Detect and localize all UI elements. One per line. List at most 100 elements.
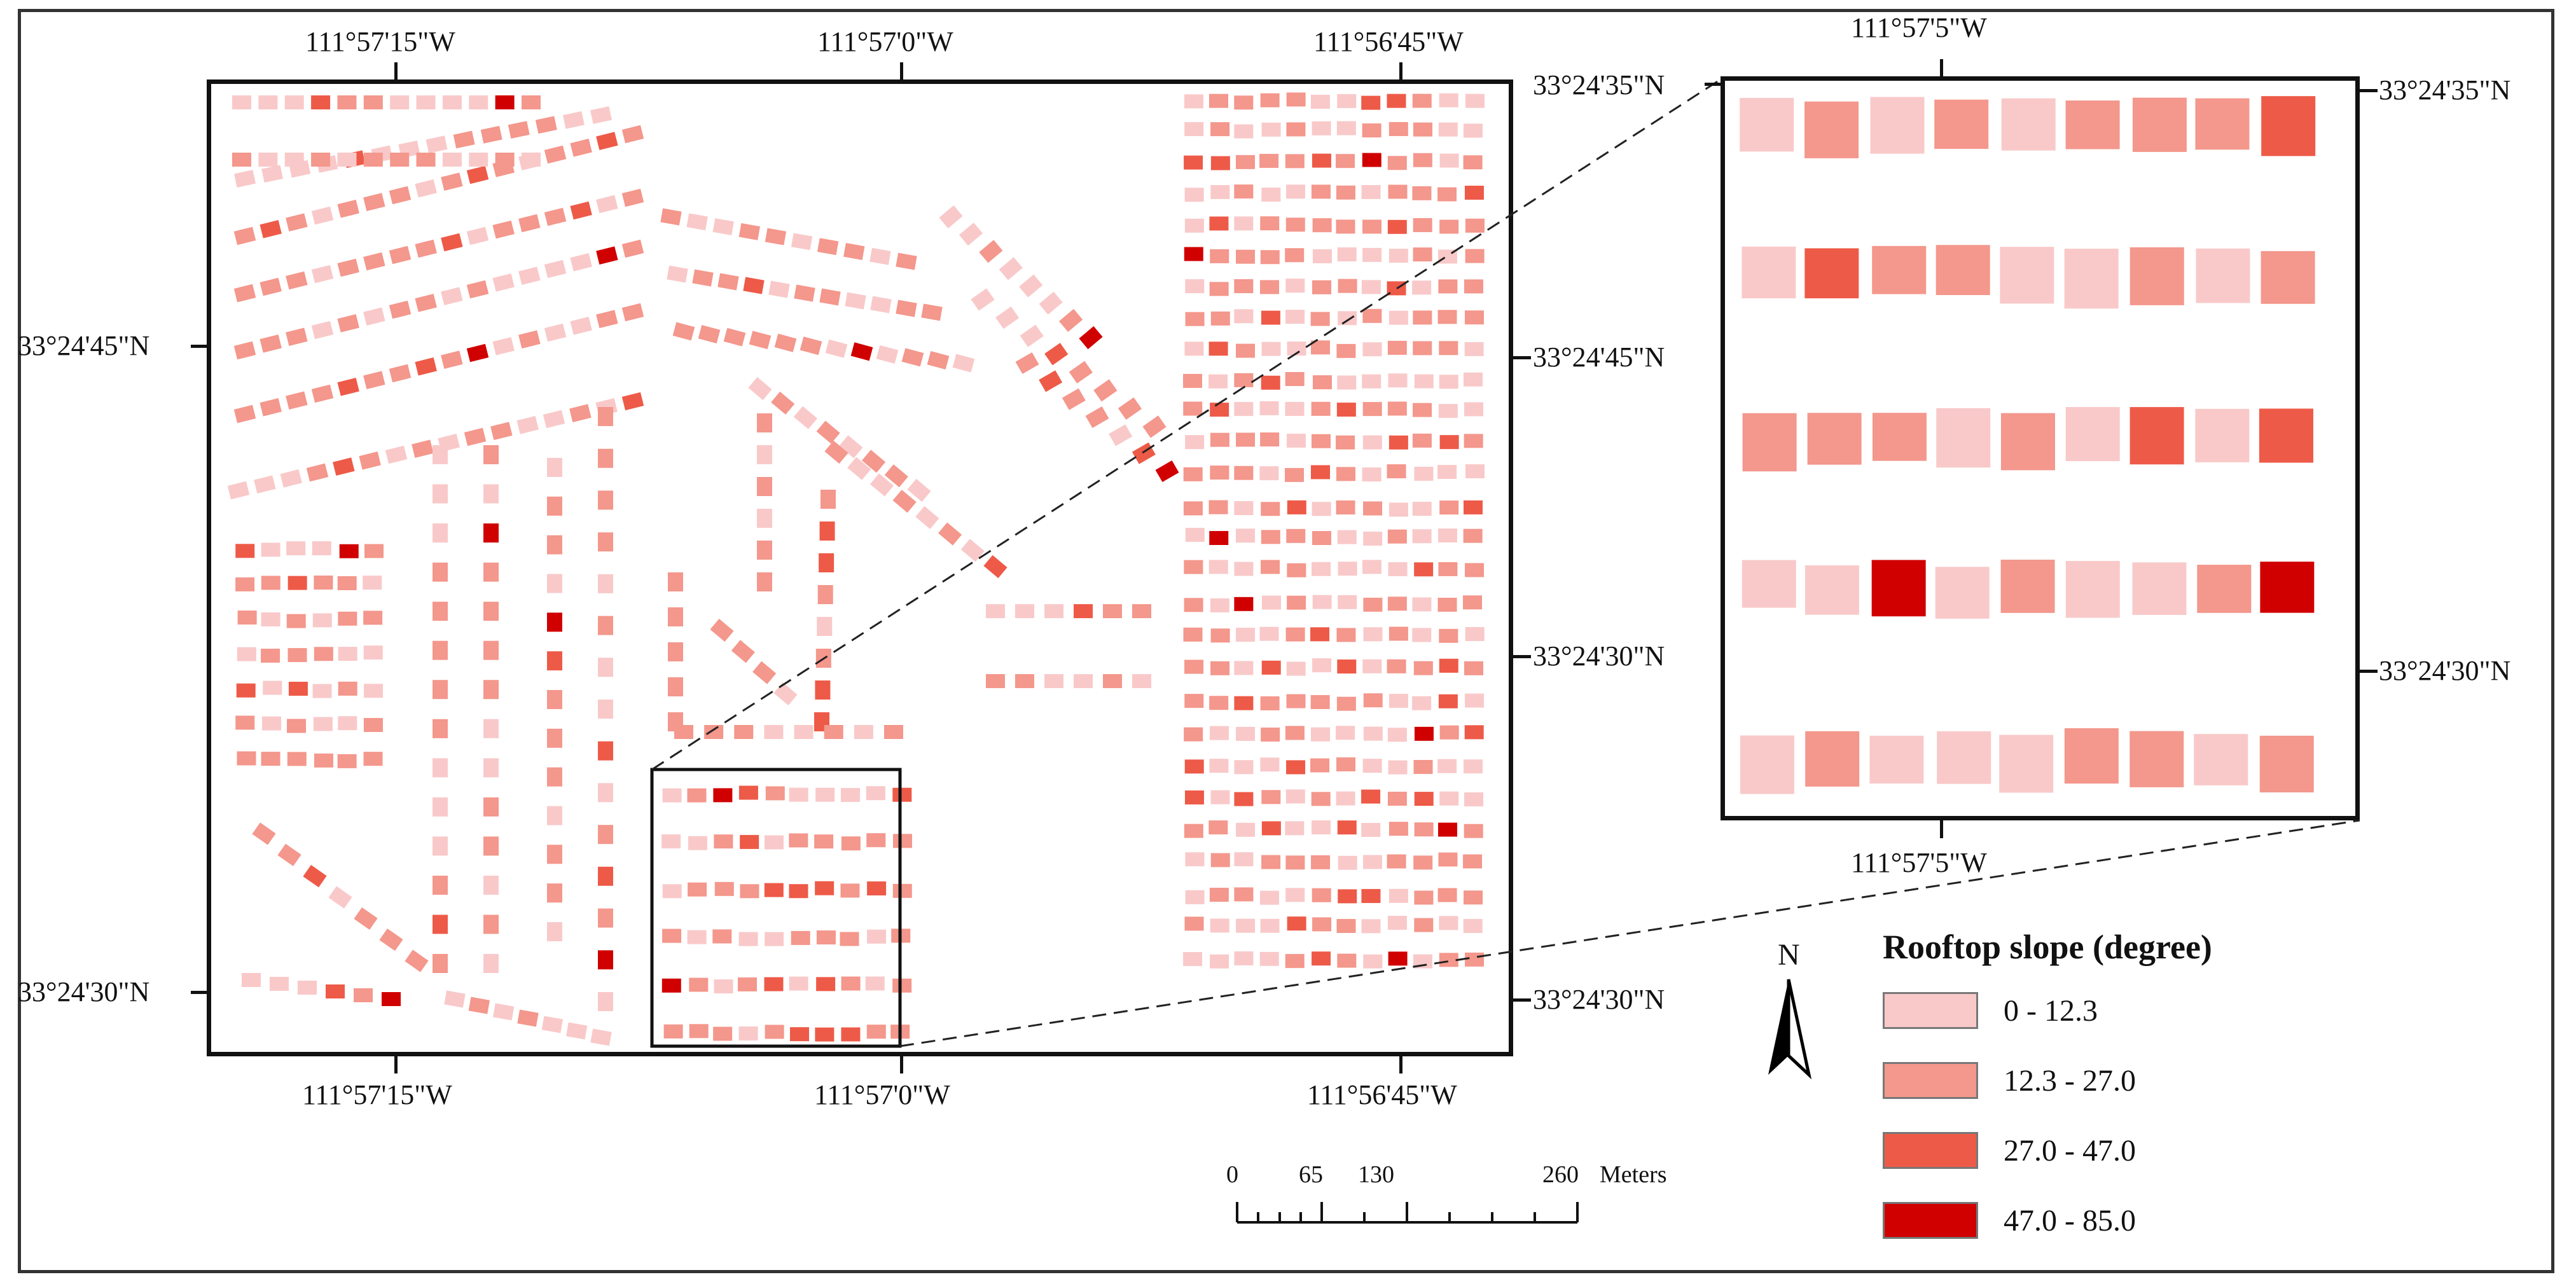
building-637 (1015, 352, 1039, 375)
building-631 (1020, 324, 1044, 347)
building-384 (286, 328, 308, 346)
building-277 (1208, 820, 1228, 835)
building-464 (337, 576, 357, 591)
building-389 (415, 294, 437, 312)
building-574 (712, 218, 734, 235)
building-160 (1287, 500, 1306, 514)
building-62 (1236, 249, 1256, 264)
building-618 (938, 522, 962, 546)
building-515 (483, 640, 499, 660)
building-764 (2261, 251, 2315, 304)
building-425 (516, 416, 539, 434)
building-490 (237, 751, 256, 766)
building-562 (517, 1009, 539, 1027)
building-363 (570, 139, 592, 157)
building-718 (687, 930, 707, 944)
building-626 (1039, 291, 1063, 315)
building-13 (1210, 122, 1230, 137)
building-676 (1074, 674, 1093, 688)
building-231 (1260, 696, 1280, 710)
inset-leader-line-1 (651, 78, 1721, 771)
main-right-lat-label-1: 33°24'35"N (1533, 69, 1665, 100)
building-212 (1388, 626, 1408, 641)
building-478 (236, 683, 256, 698)
building-629 (971, 288, 995, 311)
building-285 (1414, 822, 1434, 837)
building-453 (522, 153, 541, 167)
building-90 (1338, 311, 1357, 326)
building-331 (1363, 954, 1383, 969)
building-660 (668, 642, 683, 661)
building-41 (1311, 184, 1331, 199)
building-372 (389, 245, 412, 265)
building-146 (1234, 466, 1254, 480)
building-316 (1287, 916, 1306, 931)
building-230 (1234, 696, 1254, 710)
building-434 (337, 95, 357, 109)
building-623 (979, 240, 1003, 263)
building-251 (1464, 725, 1484, 740)
building-72 (1185, 279, 1205, 294)
building-414 (227, 481, 250, 500)
building-619 (960, 539, 985, 562)
building-247 (1363, 726, 1383, 741)
building-259 (1362, 759, 1382, 773)
building-366 (233, 284, 256, 303)
building-506 (433, 836, 448, 856)
building-149 (1310, 465, 1330, 480)
building-502 (433, 680, 448, 700)
building-495 (363, 752, 383, 766)
building-292 (1285, 855, 1305, 870)
building-213 (1412, 628, 1432, 642)
building-388 (389, 300, 412, 319)
building-742 (790, 1027, 810, 1042)
building-50 (1234, 216, 1254, 231)
inset-right-tick-2 (2360, 670, 2378, 673)
building-81 (1412, 280, 1432, 295)
building-782 (2260, 562, 2315, 613)
inset-leader-line-2 (899, 819, 2360, 1047)
building-540 (598, 532, 613, 552)
building-758 (1872, 245, 1927, 294)
building-568 (298, 981, 317, 995)
building-418 (333, 457, 355, 476)
building-787 (1999, 735, 2054, 793)
building-24 (1184, 155, 1203, 170)
building-417 (306, 463, 329, 482)
building-786 (1937, 731, 1991, 784)
main-bottom-tick-3 (1399, 1056, 1402, 1073)
building-668 (1015, 604, 1034, 618)
building-576 (765, 228, 787, 245)
building-455 (261, 542, 280, 557)
main-right-lat-label-4: 33°24'30"N (1533, 984, 1665, 1015)
building-559 (444, 990, 466, 1008)
scale-unit-label: Meters (1600, 1161, 1667, 1188)
building-625 (1019, 274, 1043, 298)
building-674 (1015, 674, 1034, 688)
building-369 (311, 265, 334, 284)
building-688 (687, 788, 707, 803)
building-699 (714, 834, 733, 849)
building-68 (1388, 249, 1408, 263)
building-373 (415, 239, 437, 258)
building-246 (1336, 726, 1355, 740)
building-354 (337, 200, 359, 218)
building-32 (1387, 156, 1407, 170)
building-534 (547, 845, 562, 864)
building-278 (1236, 822, 1256, 837)
building-790 (2194, 734, 2248, 785)
building-103 (1362, 342, 1382, 357)
building-71 (1465, 249, 1485, 263)
building-458 (339, 544, 359, 558)
legend-title: Rooftop slope (degree) (1883, 928, 2212, 966)
scale-tick-label-0: 0 (1226, 1161, 1238, 1188)
building-767 (1872, 413, 1927, 461)
building-21 (1413, 122, 1432, 137)
building-111 (1261, 375, 1280, 390)
building-1 (1208, 93, 1228, 108)
building-33 (1413, 153, 1432, 167)
building-67 (1362, 247, 1382, 262)
building-211 (1363, 627, 1383, 642)
building-0 (1184, 94, 1203, 109)
building-658 (668, 572, 683, 591)
